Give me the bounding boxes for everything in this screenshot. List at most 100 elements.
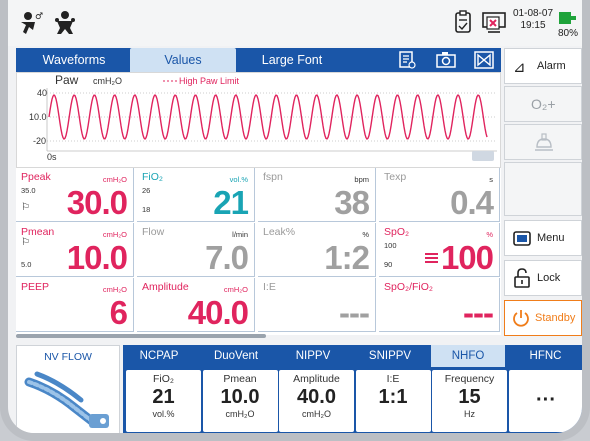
mode-nippv[interactable]: NIPPV: [295, 350, 331, 362]
value-reading: ---: [463, 294, 494, 331]
clock: 01-08-07 19:15: [512, 8, 554, 32]
mode-snippv[interactable]: SNIPPV: [368, 350, 412, 362]
alarm-off-icon: ⚐: [21, 202, 30, 213]
value-cell-fio[interactable]: FiO₂ vol.% 26 18 21: [137, 168, 255, 222]
setting-pmean[interactable]: Pmean 10.0 cmH₂O: [202, 370, 278, 432]
lock-button[interactable]: Lock: [504, 260, 582, 296]
patient-interface-panel[interactable]: NV FLOW: [16, 345, 120, 433]
value-cell-fspn[interactable]: fspn bpm 38: [258, 168, 376, 222]
setting-i-e[interactable]: I:E 1:1: [355, 370, 431, 432]
tab-values[interactable]: Values: [130, 48, 236, 72]
waveform-unit: cmH₂O: [93, 76, 122, 86]
alarm-settings-icon: ⊿: [513, 59, 526, 76]
value-name: SpO₂: [384, 226, 410, 238]
value-reading: 21: [213, 184, 249, 221]
value-reading: 6: [109, 294, 128, 331]
tab-waveforms[interactable]: Waveforms: [42, 53, 106, 67]
value-reading: 38: [334, 184, 370, 221]
o2-boost-button[interactable]: O₂+: [504, 86, 582, 122]
value-cell-amplitude[interactable]: Amplitude cmH₂O 40.0: [137, 278, 255, 332]
value-name: PEEP: [21, 281, 50, 293]
ventilation-mode-bar: NCPAP DuoVent NIPPV SNIPPV NHFO HFNC: [123, 345, 582, 367]
value-cell-flow[interactable]: Flow l/min 7.0: [137, 223, 255, 277]
waveform-scroll-thumb[interactable]: [472, 151, 494, 161]
setting-amplitude[interactable]: Amplitude 40.0 cmH₂O: [279, 370, 354, 432]
lock-label: Lock: [537, 272, 561, 284]
clipboard-icon[interactable]: [454, 10, 472, 34]
date-text: 01-08-07: [512, 8, 554, 19]
setting-name: FiO₂: [153, 373, 174, 385]
lock-icon: [514, 268, 530, 288]
setting-value: 1:1: [378, 386, 408, 408]
value-cell-spo[interactable]: SpO₂% 100 90 100: [379, 223, 500, 277]
settings-bar: FiO₂ 21 vol.% Pmean 10.0 cmH₂O Amplitude 40.0 cm…: [123, 367, 582, 433]
hand-icon: [535, 133, 553, 151]
high-paw-limit-label: High Paw Limit: [179, 76, 240, 86]
value-name: fspn: [263, 171, 283, 183]
status-bar: ♂ 01-08-07 19:15 80%: [8, 0, 582, 46]
menu-icon: [513, 231, 531, 246]
mode-duovent[interactable]: DuoVent: [213, 350, 259, 362]
report-icon[interactable]: [398, 51, 416, 69]
setting-frequency[interactable]: Frequency 15 Hz: [432, 370, 507, 432]
value-reading: 100: [440, 239, 494, 276]
setting-unit: vol.%: [152, 409, 175, 419]
value-name: SpO₂/FiO₂: [384, 281, 433, 293]
setting-name: Amplitude: [293, 373, 340, 385]
manual-breath-button[interactable]: [504, 124, 582, 160]
value-cell-peep[interactable]: PEEP cmH₂O 6: [16, 278, 134, 332]
alarm-off-icon: ⚐: [21, 237, 30, 248]
menu-button[interactable]: Menu: [504, 220, 582, 256]
value-reading: 0.4: [450, 184, 494, 221]
view-tab-bar: Waveforms Values Large Font: [16, 48, 501, 72]
grid-scrollbar[interactable]: [16, 334, 266, 338]
standby-label: Standby: [535, 312, 576, 324]
setting-fio[interactable]: FiO₂ 21 vol.%: [126, 370, 201, 432]
value-cell-leak[interactable]: Leak%% 1:2: [258, 223, 376, 277]
alarm-high-limit: 26: [142, 186, 151, 195]
patient-interface-label: NV FLOW: [44, 351, 92, 363]
infant-icon: [55, 11, 75, 34]
o2-boost-label: O₂+: [531, 96, 556, 112]
measured-values-grid: Ppeak cmH₂O 35.0 30.0 ⚐ FiO₂ vol.% 26 18 21 fspn bp…: [16, 168, 501, 335]
value-reading: 1:2: [324, 239, 370, 276]
network-error-icon[interactable]: [482, 10, 506, 34]
sidebar-spacer: [504, 162, 582, 216]
value-name: Ppeak: [21, 171, 51, 183]
freeze-icon[interactable]: [474, 51, 494, 69]
value-unit: vol.%: [229, 175, 248, 184]
alarm-high-limit: 35.0: [21, 186, 36, 195]
right-sidebar: ⊿ Alarm O₂+ Menu: [504, 48, 582, 340]
y-tick-top: 40: [37, 88, 48, 98]
waveform-title: Paw: [55, 73, 79, 87]
value-cell-texp[interactable]: Texp s 0.4: [379, 168, 500, 222]
standby-button[interactable]: Standby: [504, 300, 582, 336]
alarm-low-limit: 18: [142, 205, 151, 214]
value-unit: l/min: [232, 230, 248, 239]
mode-nhfo[interactable]: NHFO: [431, 345, 505, 367]
camera-icon[interactable]: [436, 51, 456, 69]
value-reading: ---: [339, 294, 370, 331]
y-tick-mid: 10.0: [29, 112, 47, 122]
value-cell-i-e[interactable]: I:E ---: [258, 278, 376, 332]
value-name: Amplitude: [142, 281, 189, 293]
mode-ncpap[interactable]: NCPAP: [139, 350, 179, 362]
neonate-icon: ♂: [21, 12, 43, 34]
nasal-cannula-icon: [24, 371, 109, 428]
value-name: FiO₂: [142, 171, 163, 183]
value-cell-spo-fio[interactable]: SpO₂/FiO₂ ---: [379, 278, 500, 332]
alarm-button[interactable]: ⊿ Alarm: [504, 48, 582, 84]
mode-hfnc[interactable]: HFNC: [529, 350, 562, 362]
signal-quality-icon: [425, 253, 438, 265]
svg-text:♂: ♂: [35, 12, 43, 22]
paw-waveform[interactable]: Paw cmH₂O High Paw Limit 40 10.0 -20 0s: [16, 72, 501, 168]
tab-large-font[interactable]: Large Font: [261, 53, 323, 67]
setting-more[interactable]: ···: [508, 370, 582, 432]
value-unit: cmH₂O: [102, 175, 127, 184]
value-cell-ppeak[interactable]: Ppeak cmH₂O 35.0 30.0 ⚐: [16, 168, 134, 222]
setting-value: 21: [152, 386, 175, 408]
setting-name: I:E: [386, 373, 400, 385]
value-cell-pmean[interactable]: Pmean cmH₂O 5.0 10.0 ⚐: [16, 223, 134, 277]
battery-icon: [559, 12, 576, 24]
